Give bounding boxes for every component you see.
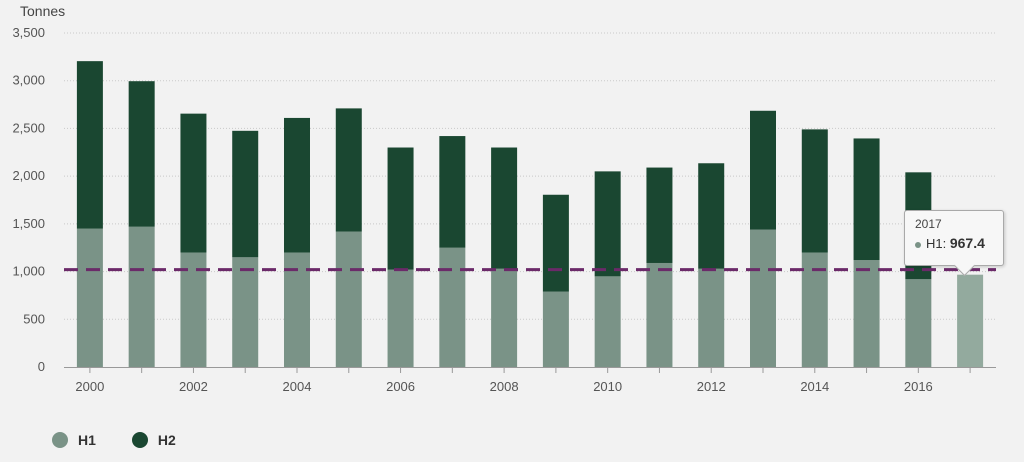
- y-tick-label: 0: [38, 359, 45, 374]
- bar-h1-2006[interactable]: [387, 269, 414, 367]
- legend: H1 H2: [52, 432, 176, 448]
- x-tick-label: 2006: [386, 379, 415, 394]
- bar-h2-2012[interactable]: [698, 163, 725, 269]
- bar-h1-2016[interactable]: [905, 279, 932, 367]
- bar-h1-2003[interactable]: [232, 257, 259, 367]
- x-tick-label: 2010: [593, 379, 622, 394]
- legend-marker-h2: [131, 432, 148, 448]
- y-gridlines: [64, 32, 996, 320]
- y-tick-label: 500: [23, 311, 45, 326]
- bar-h2-2008[interactable]: [491, 147, 518, 269]
- y-tick-label: 1,000: [12, 264, 45, 279]
- bar-h2-2004[interactable]: [284, 117, 310, 253]
- y-axis: 0 500 1,000 1,500 2,000 2,500 3,000 3,500: [12, 25, 45, 374]
- bar-h2-2000[interactable]: [76, 61, 103, 229]
- bar-h2-2010[interactable]: [594, 171, 621, 277]
- legend-label-h2: H2: [157, 432, 176, 448]
- x-tick-label: 2002: [179, 379, 208, 394]
- bar-h1-2011[interactable]: [646, 262, 673, 367]
- tooltip: 2017 H1: 967.4: [904, 210, 1004, 277]
- chart: 0 500 1,000 1,500 2,000 2,500 3,000 3,500 Tonne…: [12, 3, 996, 394]
- bar-h2-2005[interactable]: [335, 108, 362, 232]
- x-tick-label: 2014: [800, 379, 829, 394]
- bar-h2-2007[interactable]: [439, 136, 466, 248]
- bar-h1-2017[interactable]: [957, 274, 984, 367]
- legend-item-h1[interactable]: H1: [52, 432, 96, 448]
- x-axis: 2000 2002 2004 2006 2008 2010 2012 2014 2016: [75, 367, 971, 394]
- x-tick-label: 2008: [490, 379, 519, 394]
- y-tick-label: 1,500: [12, 216, 45, 231]
- bar-h1-2013[interactable]: [750, 229, 776, 367]
- tooltip-row: H1: 967.4: [915, 235, 993, 251]
- tooltip-series-label: H1:: [926, 236, 947, 251]
- bar-h1-2015[interactable]: [853, 260, 880, 367]
- bars: [76, 61, 984, 367]
- bar-h1-2009[interactable]: [542, 291, 569, 367]
- legend-item-h2[interactable]: H2: [131, 432, 176, 448]
- legend-label-h1: H1: [78, 432, 96, 448]
- bar-h1-2005[interactable]: [335, 231, 362, 367]
- bar-h1-2002[interactable]: [180, 252, 207, 367]
- x-tick-label: 2012: [697, 379, 726, 394]
- bar-h2-2003[interactable]: [232, 130, 259, 258]
- y-tick-label: 3,000: [12, 73, 45, 88]
- legend-marker-h1: [52, 432, 68, 448]
- bar-h1-2008[interactable]: [491, 268, 518, 367]
- bar-h1-2014[interactable]: [801, 252, 828, 367]
- y-tick-label: 2,500: [12, 120, 45, 135]
- bar-h2-2009[interactable]: [542, 194, 569, 292]
- bar-h2-2006[interactable]: [387, 147, 414, 270]
- bar-h2-2015[interactable]: [853, 138, 880, 261]
- x-tick-label: 2000: [75, 379, 104, 394]
- y-tick-label: 3,500: [12, 25, 45, 40]
- x-tick-label: 2004: [283, 379, 312, 394]
- bar-h2-2001[interactable]: [128, 81, 155, 227]
- tooltip-title: 2017: [915, 217, 942, 231]
- bar-h2-2014[interactable]: [801, 129, 828, 253]
- bar-h1-2001[interactable]: [128, 226, 155, 367]
- y-axis-label: Tonnes: [20, 3, 65, 19]
- y-tick-label: 2,000: [12, 168, 45, 183]
- bar-h2-2011[interactable]: [646, 167, 673, 263]
- bar-h2-2013[interactable]: [750, 110, 776, 230]
- bar-h1-2007[interactable]: [439, 247, 466, 367]
- x-tick-label: 2016: [904, 379, 933, 394]
- bar-h1-2012[interactable]: [698, 268, 725, 367]
- tooltip-series-dot: [915, 241, 921, 248]
- bar-h1-2010[interactable]: [594, 276, 621, 367]
- tooltip-value: 967.4: [949, 235, 985, 251]
- bar-h2-2002[interactable]: [180, 113, 207, 253]
- bar-h1-2000[interactable]: [76, 228, 103, 367]
- bar-h1-2004[interactable]: [284, 252, 310, 367]
